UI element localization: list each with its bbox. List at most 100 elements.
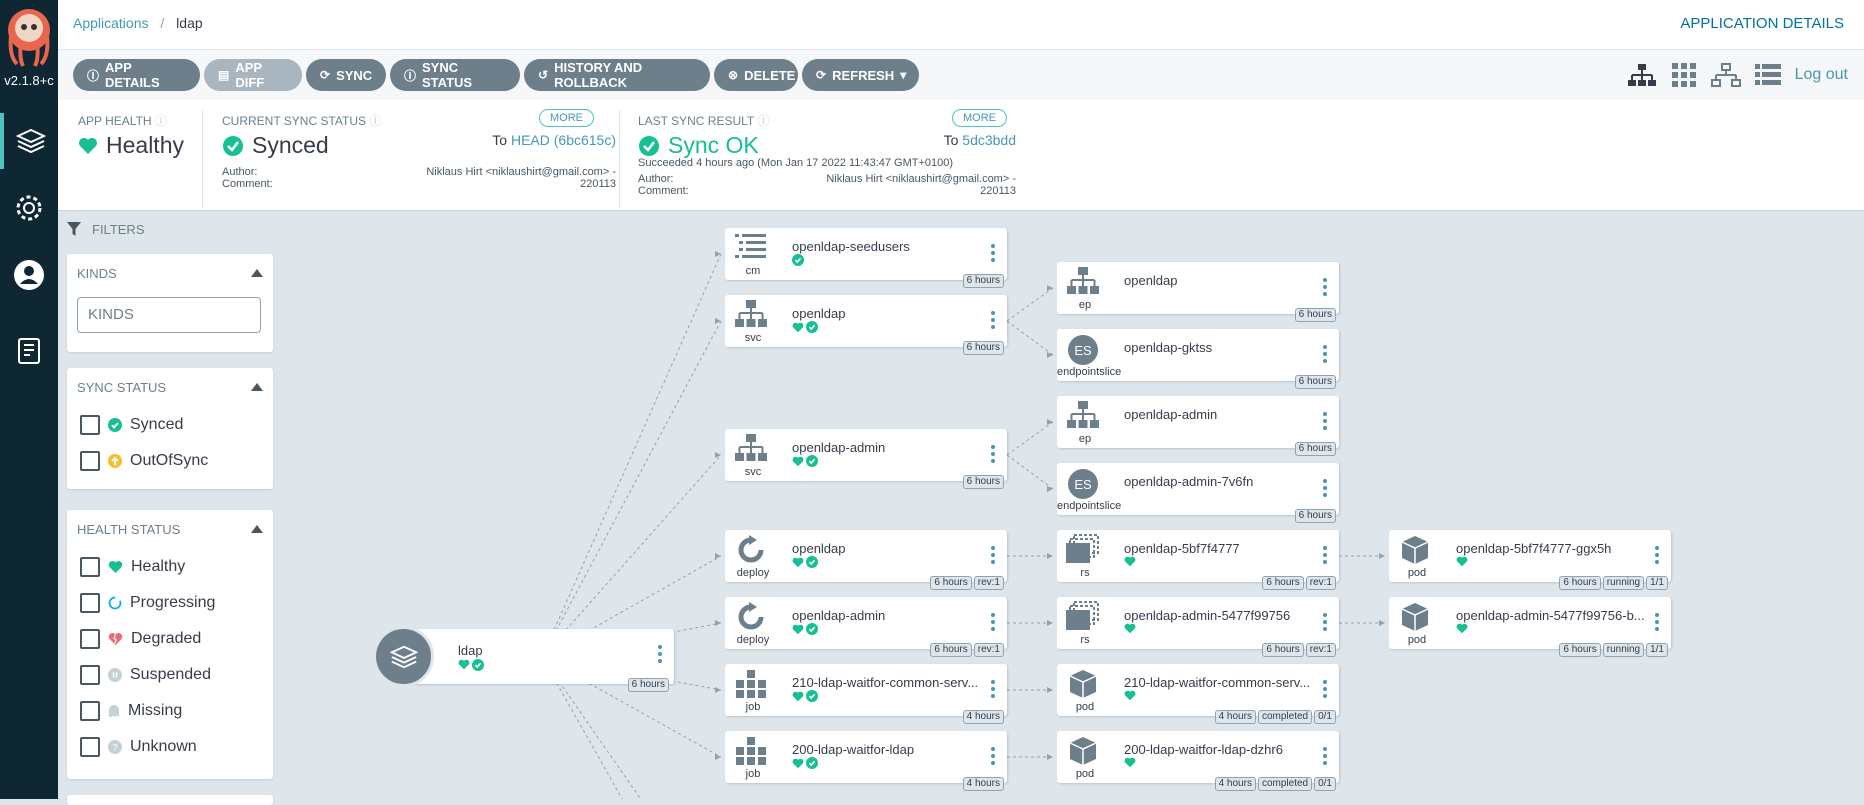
app-details-button[interactable]: ⓘ APP DETAILS [73, 59, 200, 91]
tree-view-button[interactable] [1621, 50, 1663, 100]
resource-menu-button[interactable] [991, 747, 995, 765]
filter-synced[interactable]: Synced [80, 415, 183, 435]
resource-tags: 6 hours [962, 475, 1004, 489]
comment-label: Comment: [222, 178, 273, 190]
filter-progressing[interactable]: Progressing [80, 593, 215, 613]
logout-link[interactable]: Log out [1794, 66, 1848, 83]
resource-menu-button[interactable] [1655, 613, 1659, 631]
resource-node-svc[interactable]: svc openldap-admin 6 hours [725, 429, 1007, 489]
refresh-button[interactable]: ⟳ REFRESH ▾ [802, 59, 919, 91]
collapse-icon[interactable] [251, 525, 263, 533]
resource-menu-button[interactable] [991, 546, 995, 564]
checkbox[interactable] [80, 665, 100, 685]
resource-menu-button[interactable] [991, 445, 995, 463]
resource-tag: 4 hours [962, 777, 1004, 791]
collapse-icon[interactable] [251, 269, 263, 277]
resource-menu-button[interactable] [1323, 613, 1327, 631]
kinds-heading: KINDS [77, 266, 117, 281]
filter-missing[interactable]: Missing [80, 701, 182, 721]
collapse-icon[interactable] [251, 383, 263, 391]
resource-status [1456, 623, 1468, 634]
sync-status-filter: SYNC STATUS Synced OutOfSync [67, 368, 273, 489]
resource-menu-button[interactable] [1323, 747, 1327, 765]
nav-user-info[interactable] [0, 247, 58, 303]
last-revision-link[interactable]: 5dc3bdd [962, 132, 1016, 148]
resource-menu-button[interactable] [991, 244, 995, 262]
resource-node-deploy[interactable]: deploy openldap-admin 6 hours rev:1 [725, 597, 1007, 657]
resource-node-ep[interactable]: ep openldap 6 hours [1057, 262, 1339, 322]
filter-healthy[interactable]: Healthy [80, 557, 185, 577]
nav-documentation[interactable] [0, 323, 58, 379]
sync-button[interactable]: ⟳ SYNC [306, 59, 386, 91]
checkbox[interactable] [80, 593, 100, 613]
filter-unknown[interactable]: ? Unknown [80, 737, 197, 757]
filter-outofsync[interactable]: OutOfSync [80, 451, 208, 471]
resource-node-rs[interactable]: rs openldap-5bf7f4777 6 hours rev:1 [1057, 530, 1339, 590]
resource-node-svc[interactable]: svc openldap 6 hours [725, 295, 1007, 355]
resource-tag: 6 hours [1294, 509, 1336, 523]
resource-node-pod[interactable]: pod 210-ldap-waitfor-common-serv... 4 hour… [1057, 664, 1339, 724]
resource-menu-button[interactable] [1323, 479, 1327, 497]
resource-node-deploy[interactable]: deploy openldap 6 hours rev:1 [725, 530, 1007, 590]
checkbox[interactable] [80, 701, 100, 721]
resource-tags: 6 hours rev:1 [930, 643, 1004, 657]
edge-arrow [715, 251, 721, 257]
nav-applications[interactable] [0, 113, 58, 169]
resource-kind: pod [1407, 634, 1427, 646]
resource-node-rs[interactable]: rs openldap-admin-5477f99756 6 hours rev:1 [1057, 597, 1339, 657]
resource-menu-button[interactable] [991, 680, 995, 698]
app-node-ldap[interactable]: ldap 6 hours [373, 626, 674, 692]
app-diff-button[interactable]: ▤ APP DIFF [204, 59, 302, 91]
resource-node-ep[interactable]: ep openldap-admin 6 hours [1057, 396, 1339, 456]
resource-menu-button[interactable] [1323, 278, 1327, 296]
checkbox[interactable] [80, 451, 100, 471]
breadcrumb-applications[interactable]: Applications [73, 15, 149, 31]
resource-tags: 4 hours [962, 777, 1004, 791]
current-sync-more-button[interactable]: MORE [539, 109, 594, 127]
checkbox[interactable] [80, 737, 100, 757]
nav-settings[interactable] [0, 180, 58, 236]
checkbox[interactable] [80, 557, 100, 577]
argo-logo[interactable] [5, 6, 53, 68]
resource-menu-button[interactable] [991, 311, 995, 329]
filter-degraded[interactable]: Degraded [80, 629, 201, 649]
resource-node-pod[interactable]: pod openldap-admin-5477f99756-b... 6 hours… [1389, 597, 1671, 657]
resource-node-cm[interactable]: cm openldap-seedusers 6 hours [725, 228, 1007, 288]
delete-icon: ⊗ [728, 68, 739, 82]
checkbox[interactable] [80, 415, 100, 435]
resource-tag: running [1602, 576, 1645, 590]
last-sync-more-button[interactable]: MORE [952, 109, 1007, 127]
resource-menu-button[interactable] [1655, 546, 1659, 564]
history-rollback-button[interactable]: ↺ HISTORY AND ROLLBACK [524, 59, 710, 91]
resource-node-job[interactable]: job 210-ldap-waitfor-common-serv... 4 hour… [725, 664, 1007, 724]
job-icon [729, 735, 773, 779]
resource-node-endpointslice[interactable]: ES endpointslice openldap-admin-7v6fn 6 hou… [1057, 463, 1339, 523]
resource-menu-button[interactable] [1323, 680, 1327, 698]
last-sync-time: Succeeded 4 hours ago (Mon Jan 17 2022 1… [638, 157, 954, 169]
checkbox[interactable] [80, 629, 100, 649]
resource-menu-button[interactable] [991, 613, 995, 631]
network-view-button[interactable] [1705, 50, 1747, 100]
resource-menu-button[interactable] [1323, 345, 1327, 363]
resource-node-job[interactable]: job 200-ldap-waitfor-ldap 4 hours [725, 731, 1007, 791]
check-circle-icon [223, 135, 243, 156]
filter-suspended[interactable]: Suspended [80, 665, 211, 685]
pods-view-button[interactable] [1663, 50, 1705, 100]
broken-heart-icon [108, 633, 123, 645]
resource-node-pod[interactable]: pod openldap-5bf7f4777-ggx5h 6 hours runnin… [1389, 530, 1671, 590]
resource-kind: pod [1075, 701, 1095, 713]
resource-menu-button[interactable] [1323, 546, 1327, 564]
heart-icon [108, 561, 123, 573]
resource-node-endpointslice[interactable]: ES endpointslice openldap-gktss 6 hours [1057, 329, 1339, 389]
resource-kind: pod [1407, 567, 1427, 579]
list-view-button[interactable] [1747, 50, 1789, 100]
sync-status-button[interactable]: ⓘ SYNC STATUS [390, 59, 520, 91]
delete-button[interactable]: ⊗ DELETE [714, 59, 798, 91]
app-node-menu-button[interactable] [658, 645, 662, 663]
resource-menu-button[interactable] [1323, 412, 1327, 430]
sync-revision-link[interactable]: HEAD (6bc615c) [510, 132, 616, 148]
sync-target: To HEAD (6bc615c) [492, 132, 616, 148]
resource-name: openldap [792, 306, 846, 321]
kinds-input[interactable]: KINDS [77, 297, 261, 333]
resource-node-pod[interactable]: pod 200-ldap-waitfor-ldap-dzhr6 4 hours com… [1057, 731, 1339, 791]
